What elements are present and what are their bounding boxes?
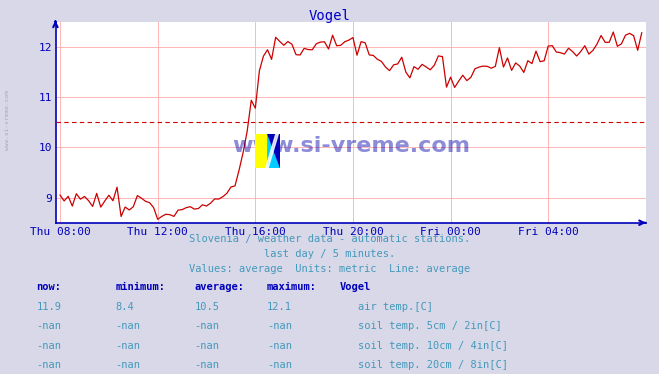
Text: -nan: -nan — [36, 360, 61, 370]
Text: www.si-vreme.com: www.si-vreme.com — [232, 137, 470, 156]
Text: air temp.[C]: air temp.[C] — [358, 302, 433, 312]
Text: -nan: -nan — [194, 321, 219, 331]
Bar — [255, 134, 268, 168]
Text: last day / 5 minutes.: last day / 5 minutes. — [264, 249, 395, 259]
Text: Vogel: Vogel — [308, 9, 351, 23]
Text: minimum:: minimum: — [115, 282, 165, 292]
Text: -nan: -nan — [267, 341, 292, 351]
Text: -nan: -nan — [267, 321, 292, 331]
Text: now:: now: — [36, 282, 61, 292]
Text: maximum:: maximum: — [267, 282, 317, 292]
Text: -nan: -nan — [115, 341, 140, 351]
Polygon shape — [268, 134, 280, 168]
Text: Values: average  Units: metric  Line: average: Values: average Units: metric Line: aver… — [189, 264, 470, 274]
Text: 8.4: 8.4 — [115, 302, 134, 312]
Text: soil temp. 20cm / 8in[C]: soil temp. 20cm / 8in[C] — [358, 360, 508, 370]
Polygon shape — [266, 134, 278, 168]
Text: Vogel: Vogel — [339, 282, 370, 292]
Text: -nan: -nan — [194, 341, 219, 351]
Text: -nan: -nan — [267, 360, 292, 370]
Text: -nan: -nan — [194, 360, 219, 370]
Text: Slovenia / weather data - automatic stations.: Slovenia / weather data - automatic stat… — [189, 234, 470, 244]
Text: soil temp. 5cm / 2in[C]: soil temp. 5cm / 2in[C] — [358, 321, 501, 331]
Text: -nan: -nan — [115, 360, 140, 370]
Polygon shape — [268, 134, 280, 168]
Text: -nan: -nan — [115, 321, 140, 331]
Text: soil temp. 10cm / 4in[C]: soil temp. 10cm / 4in[C] — [358, 341, 508, 351]
Text: average:: average: — [194, 282, 244, 292]
Text: 11.9: 11.9 — [36, 302, 61, 312]
Text: 10.5: 10.5 — [194, 302, 219, 312]
Text: -nan: -nan — [36, 321, 61, 331]
Text: -nan: -nan — [36, 341, 61, 351]
Text: www.si-vreme.com: www.si-vreme.com — [5, 90, 11, 150]
Text: 12.1: 12.1 — [267, 302, 292, 312]
